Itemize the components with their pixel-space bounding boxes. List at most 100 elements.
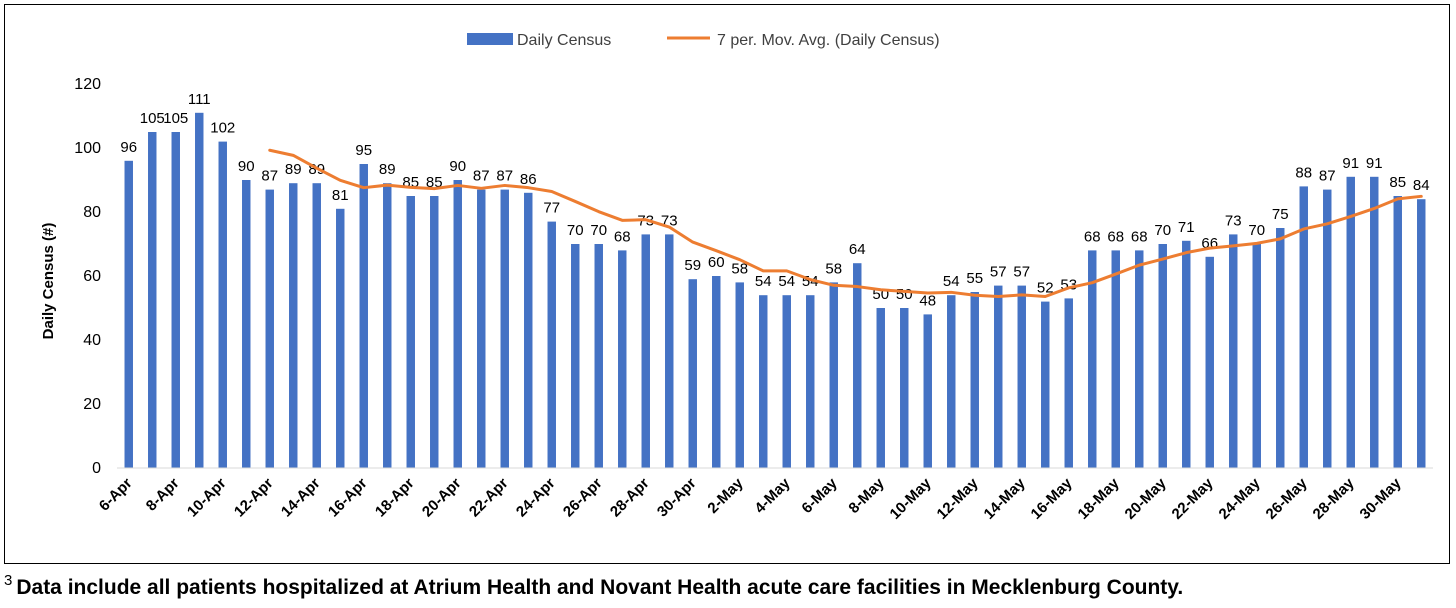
bar-data-label: 58	[825, 260, 842, 277]
bar-data-label: 73	[1225, 212, 1242, 229]
x-tick-label: 2-May	[704, 474, 747, 517]
bar-data-label: 87	[473, 168, 490, 185]
x-tick-label: 22-Apr	[466, 475, 512, 521]
bar	[1041, 301, 1050, 468]
bar	[571, 244, 580, 468]
bar-data-label: 96	[120, 139, 137, 156]
bar	[876, 308, 885, 468]
x-tick-label: 24-May	[1216, 474, 1264, 522]
bar	[1158, 244, 1167, 468]
x-tick-label: 26-Apr	[560, 475, 606, 521]
bar	[641, 234, 650, 468]
bar-data-label: 70	[590, 222, 607, 239]
x-tick-label: 30-May	[1357, 474, 1405, 522]
bar	[336, 208, 345, 469]
bar-data-label: 77	[543, 200, 560, 217]
chart-svg: Daily Census 7 per. Mov. Avg. (Daily Cen…	[40, 32, 1433, 523]
bar	[1088, 250, 1097, 468]
bar	[524, 192, 533, 469]
x-tick-label: 14-May	[981, 474, 1029, 522]
bar	[1252, 244, 1261, 468]
footnote: 3 Data include all patients hospitalized …	[4, 572, 1444, 600]
bar	[594, 244, 603, 468]
bar	[735, 282, 744, 468]
bar	[1299, 186, 1308, 468]
y-axis-title: Daily Census (#)	[40, 223, 57, 340]
bar	[782, 295, 791, 468]
bar	[312, 183, 321, 468]
bar-data-label: 91	[1342, 155, 1359, 172]
bar	[1346, 176, 1355, 469]
bar	[759, 295, 768, 468]
bar	[1393, 196, 1402, 468]
bar-data-label: 87	[496, 168, 513, 185]
bar	[829, 282, 838, 468]
x-tick-label: 6-Apr	[96, 475, 136, 515]
x-tick-label: 24-Apr	[513, 475, 559, 521]
bar-data-label: 87	[1319, 168, 1336, 185]
bar	[1229, 234, 1238, 468]
bar	[1417, 199, 1426, 468]
moving-average-layer	[268, 148, 1423, 298]
bar-data-label: 70	[1248, 222, 1265, 239]
bar	[1111, 250, 1120, 468]
x-tick-label: 10-May	[887, 474, 935, 522]
y-tick-label: 80	[83, 204, 101, 221]
bar-data-label: 70	[567, 222, 584, 239]
bar	[383, 183, 392, 468]
bar-data-label: 88	[1295, 164, 1312, 181]
bar-data-label: 68	[1107, 228, 1124, 245]
bar-data-label: 90	[449, 158, 466, 175]
bar-data-label: 89	[285, 161, 302, 178]
bar	[900, 308, 909, 468]
bar	[1064, 298, 1073, 468]
bar	[1182, 240, 1191, 468]
x-tick-label: 8-May	[845, 474, 888, 517]
bar	[1276, 228, 1285, 468]
bar-data-label: 59	[684, 257, 701, 274]
bar-data-label: 84	[1413, 177, 1430, 194]
bar-data-label: 54	[943, 273, 960, 290]
bar	[430, 196, 439, 468]
bar	[923, 314, 932, 468]
bar-data-label: 81	[332, 187, 349, 204]
x-tick-label: 6-May	[798, 474, 841, 517]
bar	[712, 276, 721, 468]
y-axis-ticks: 0 20 40 60 80 100 120	[74, 76, 101, 477]
bar	[994, 285, 1003, 468]
bar	[1323, 189, 1332, 468]
x-tick-label: 28-Apr	[607, 475, 653, 521]
bar-data-label: 91	[1366, 155, 1383, 172]
x-tick-label: 26-May	[1263, 474, 1311, 522]
x-tick-label: 28-May	[1310, 474, 1358, 522]
bar-data-label: 102	[210, 120, 235, 137]
bar	[853, 263, 862, 468]
bar-data-label: 86	[520, 171, 537, 188]
bar	[618, 250, 627, 468]
bar-data-label: 71	[1178, 219, 1195, 236]
bar-data-label: 64	[849, 241, 866, 258]
bar-data-label: 68	[1084, 228, 1101, 245]
bar	[242, 180, 251, 468]
x-tick-label: 30-Apr	[654, 475, 700, 521]
bar-data-label: 52	[1037, 280, 1054, 297]
x-tick-label: 12-May	[934, 474, 982, 522]
x-tick-label: 12-Apr	[231, 475, 277, 521]
bar	[265, 189, 274, 468]
x-tick-label: 20-Apr	[419, 475, 465, 521]
x-tick-label: 10-Apr	[184, 475, 230, 521]
bar	[171, 132, 180, 468]
bar	[1370, 176, 1379, 469]
bar	[547, 221, 556, 468]
y-tick-label: 120	[74, 76, 101, 93]
bar	[289, 183, 298, 468]
bar	[359, 164, 368, 468]
bar-data-label: 105	[163, 110, 188, 127]
bar	[124, 160, 133, 469]
x-tick-label: 22-May	[1169, 474, 1217, 522]
legend-swatch-daily-census	[467, 33, 513, 45]
chart-frame: Daily Census 7 per. Mov. Avg. (Daily Cen…	[4, 4, 1450, 564]
bar	[453, 180, 462, 468]
x-tick-label: 14-Apr	[278, 475, 324, 521]
